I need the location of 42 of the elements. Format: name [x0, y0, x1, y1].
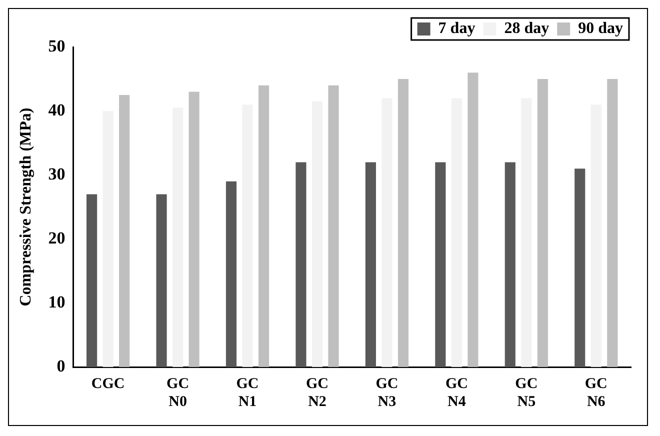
bar	[258, 85, 270, 367]
bar	[468, 72, 478, 367]
y-tick-label: 20	[48, 228, 66, 248]
bar	[102, 111, 114, 367]
y-tick-label: 10	[48, 292, 66, 312]
x-tick-label: CGC	[91, 376, 125, 392]
bar	[86, 194, 98, 367]
bar	[398, 79, 409, 367]
bar	[521, 98, 532, 367]
bar	[537, 79, 548, 367]
x-tick-label: GC N1	[236, 376, 259, 410]
x-tick-label: GC N5	[515, 376, 538, 410]
y-tick-label: 30	[48, 164, 66, 184]
bar	[188, 92, 200, 367]
y-tick-label: 50	[48, 36, 66, 56]
legend-label: 7 day	[438, 20, 476, 38]
bar	[242, 104, 253, 367]
bar	[226, 181, 237, 367]
y-tick-label: 0	[56, 356, 66, 376]
bar	[451, 98, 462, 367]
bar	[607, 79, 618, 367]
y-tick-label: 40	[48, 100, 66, 120]
bar	[119, 95, 130, 367]
bar	[574, 168, 586, 367]
bar	[296, 162, 306, 367]
bar	[312, 101, 323, 367]
bar	[504, 162, 516, 367]
bar	[382, 98, 392, 367]
bar	[328, 85, 339, 367]
x-tick-label: GC N3	[376, 376, 398, 410]
bar	[590, 104, 602, 367]
bar	[365, 162, 376, 367]
x-tick-label: GC N6	[584, 376, 608, 410]
y-axis-title: Compressive Strength (MPa)	[18, 108, 35, 306]
bar	[156, 194, 167, 367]
bar	[172, 108, 184, 367]
legend-label: 28 day	[504, 20, 550, 38]
x-tick-label: GC N0	[166, 376, 190, 410]
bar	[435, 162, 446, 367]
x-tick-label: GC N2	[306, 376, 328, 410]
legend-label: 90 day	[578, 20, 624, 38]
x-tick-label: GC N4	[445, 376, 468, 410]
